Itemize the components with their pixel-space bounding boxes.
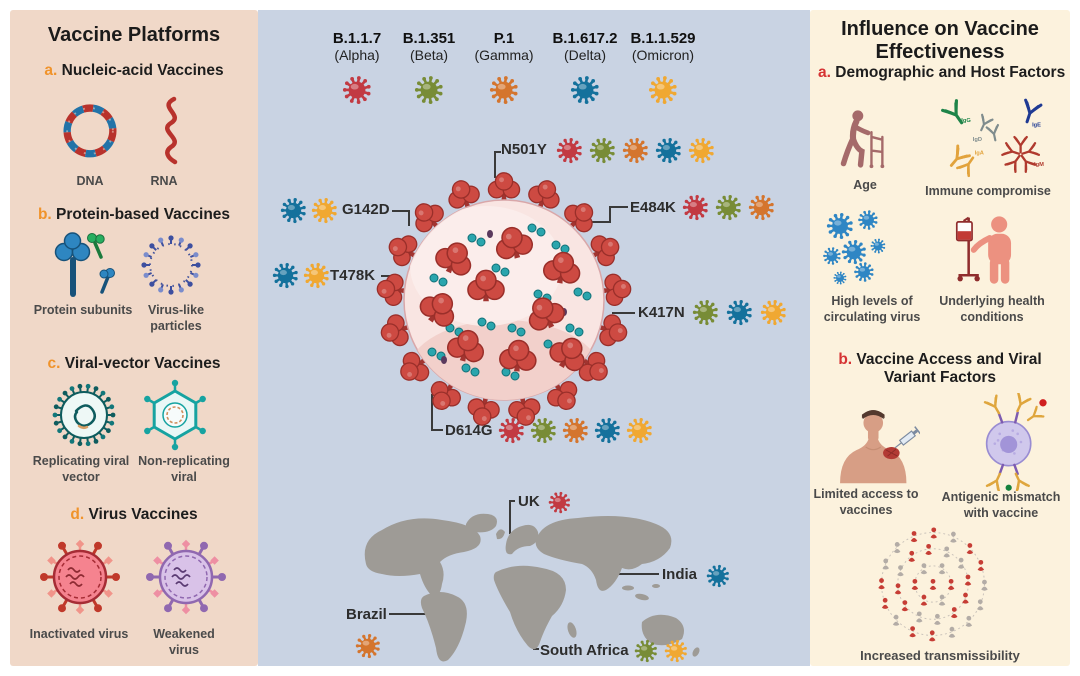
limited-access-label: Limited access to vaccines <box>813 487 919 517</box>
d614g-variant-icons <box>498 417 653 444</box>
rna-label: RNA <box>150 174 178 188</box>
section-heading-vaccine-access: b. Vaccine Access and Viral Variant Fact… <box>838 351 1042 386</box>
omicron-virus-icon <box>648 75 678 105</box>
underlying-health-label: Underlying health conditions <box>939 294 1045 324</box>
virus-like-particle-icon <box>138 232 204 298</box>
variant-col-delta: B.1.617.2 (Delta) <box>540 30 630 105</box>
connector-n501y <box>494 151 501 178</box>
south-africa-variant-icons <box>634 639 688 663</box>
section-heading-viral-vector: c. Viral-vector Vaccines <box>47 355 221 372</box>
mutation-label-g142d: G142D <box>342 201 390 218</box>
transmission-network-icon <box>872 524 994 644</box>
variant-col-beta: B.1.351 (Beta) <box>384 30 474 105</box>
svg-text:IgM: IgM <box>1034 162 1044 168</box>
connector-e484k <box>588 206 628 223</box>
map-label-india: India <box>662 566 698 583</box>
section-heading-protein-based: b. Protein-based Vaccines <box>37 206 231 223</box>
age-label: Age <box>853 178 877 192</box>
virus-like-particles-label: Virus-like particles <box>147 303 205 333</box>
section-letter: a. <box>44 62 58 79</box>
right-panel: Influence on Vaccine Effectiveness a. De… <box>810 10 1070 666</box>
iv-drip-patient-icon <box>950 206 1028 292</box>
antigenic-mismatch-icon <box>962 393 1057 491</box>
variant-col-gamma: P.1 (Gamma) <box>459 30 549 105</box>
delta-virus-icon <box>570 75 600 105</box>
circulating-virus-label: High levels of circulating virus <box>823 294 921 324</box>
protein-subunits-label: Protein subunits <box>33 303 133 317</box>
e484k-variant-icons <box>682 194 775 221</box>
center-panel: B.1.1.7 (Alpha) B.1.351 (Beta) P.1 (Gamm… <box>258 10 810 666</box>
weakened-virus-icon <box>142 532 230 622</box>
section-heading-nucleic-acid: a. Nucleic-acid Vaccines <box>44 62 224 79</box>
increased-transmissibility-label: Increased transmissibility <box>860 648 1020 663</box>
mutation-label-t478k: T478K <box>330 267 376 284</box>
dna-plasmid-icon <box>58 92 122 168</box>
right-panel-title: Influence on Vaccine Effectiveness <box>841 18 1039 63</box>
section-heading-demographic: a. Demographic and Host Factors <box>818 64 1066 81</box>
map-label-uk: UK <box>518 493 540 510</box>
g142d-variant-icons <box>280 197 338 224</box>
circulating-virus-icon <box>820 208 898 292</box>
sars-cov-2-virion-illustration <box>364 160 644 440</box>
t478k-variant-icons <box>272 262 330 289</box>
world-map-continents <box>364 513 700 662</box>
connector-d614g <box>431 394 443 431</box>
svg-text:IgA: IgA <box>975 150 984 156</box>
brazil-variant-icon <box>355 633 381 659</box>
weakened-virus-label: Weakened virus <box>153 627 215 657</box>
inactivated-virus-label: Inactivated virus <box>29 627 129 641</box>
left-panel-title: Vaccine Platforms <box>47 24 221 46</box>
section-heading-virus-vaccines: d. Virus Vaccines <box>70 506 198 523</box>
protein-subunits-icon <box>50 230 122 300</box>
non-replicating-viral-label: Non-replicating viral <box>138 454 230 484</box>
limited-vaccine-access-icon <box>828 398 920 490</box>
rna-strand-icon <box>140 94 192 166</box>
svg-text:IgD: IgD <box>973 137 982 143</box>
gamma-virus-icon <box>489 75 519 105</box>
map-label-brazil: Brazil <box>346 606 387 623</box>
dna-label: DNA <box>76 174 104 188</box>
n501y-variant-icons <box>556 137 715 164</box>
mutation-label-k417n: K417N <box>638 304 685 321</box>
world-map <box>364 513 700 662</box>
connector-g142d <box>392 210 410 226</box>
antibodies-icon: IgG IgD IgE IgA IgM <box>932 95 1048 183</box>
india-variant-icon <box>706 564 730 588</box>
mutation-label-e484k: E484K <box>630 199 676 216</box>
replicating-viral-vector-label: Replicating viral vector <box>32 454 130 484</box>
mutation-label-d614g: D614G <box>445 422 493 439</box>
svg-text:IgE: IgE <box>1032 123 1041 129</box>
left-panel: Vaccine Platforms a. Nucleic-acid Vaccin… <box>10 10 258 666</box>
alpha-virus-icon <box>342 75 372 105</box>
elderly-person-walker-icon <box>836 98 896 180</box>
antigenic-mismatch-label: Antigenic mismatch with vaccine <box>941 490 1061 520</box>
non-replicating-viral-icon <box>138 378 212 452</box>
variant-col-alpha: B.1.1.7 (Alpha) <box>312 30 402 105</box>
mutation-label-n501y: N501Y <box>501 141 547 158</box>
k417n-variant-icons <box>692 299 787 326</box>
beta-virus-icon <box>414 75 444 105</box>
uk-variant-icon <box>548 491 571 514</box>
map-label-south-africa: South Africa <box>540 642 629 659</box>
connector-uk <box>509 500 515 534</box>
variant-col-omicron: B.1.1.529 (Omicron) <box>618 30 708 105</box>
immune-compromise-label: Immune compromise <box>925 184 1051 198</box>
replicating-viral-vector-icon <box>46 374 122 454</box>
svg-text:IgG: IgG <box>961 118 971 124</box>
inactivated-virus-icon <box>36 532 124 622</box>
